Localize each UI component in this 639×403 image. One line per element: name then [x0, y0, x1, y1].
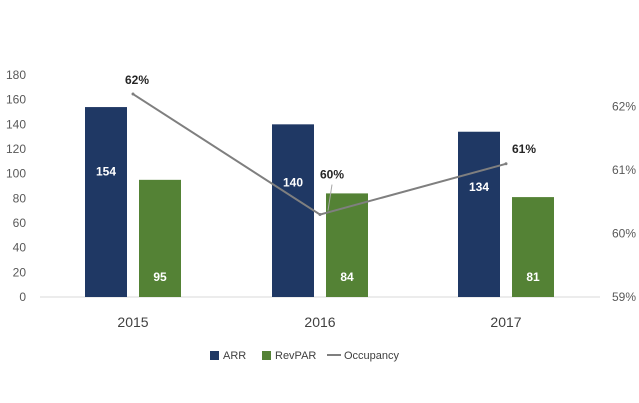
legend-label: Occupancy — [344, 350, 400, 362]
bar-value-label: 140 — [283, 175, 303, 189]
occupancy-value-label: 61% — [512, 142, 536, 156]
legend-label: RevPAR — [275, 350, 316, 362]
legend-label: ARR — [223, 350, 246, 362]
x-axis-ticks: 2015 2016 2017 — [117, 314, 521, 330]
bar-value-label: 154 — [96, 164, 116, 178]
left-tick-label: 60 — [13, 216, 27, 230]
occupancy-point — [504, 162, 508, 166]
occupancy-value-label: 60% — [320, 168, 344, 182]
occupancy-value-label: 62% — [125, 73, 149, 87]
bar-revpar-2017 — [512, 197, 554, 297]
left-tick-label: 40 — [13, 241, 27, 255]
x-tick-label: 2017 — [490, 314, 521, 330]
left-tick-label: 160 — [6, 93, 26, 107]
bars: 154 140 134 95 84 81 — [85, 107, 554, 297]
bar-arr-2015 — [85, 107, 127, 297]
right-tick-label: 59% — [612, 290, 636, 304]
left-tick-label: 120 — [6, 142, 26, 156]
occupancy-point — [318, 213, 322, 217]
bar-arr-2017 — [458, 131, 500, 297]
right-tick-label: 61% — [612, 163, 636, 177]
bar-arr-2016 — [272, 124, 314, 297]
left-axis: 0 20 40 60 80 100 120 140 160 180 — [6, 68, 26, 304]
left-tick-label: 80 — [13, 191, 27, 205]
left-tick-label: 140 — [6, 117, 26, 131]
occupancy-point — [131, 92, 135, 96]
right-tick-label: 60% — [612, 227, 636, 241]
left-tick-label: 20 — [13, 265, 27, 279]
left-tick-label: 180 — [6, 68, 26, 82]
bar-value-label: 134 — [469, 180, 489, 194]
occupancy-line-layer: 62% 60% 61% — [125, 73, 536, 217]
x-tick-label: 2015 — [117, 314, 148, 330]
right-axis: 59% 60% 61% 62% — [612, 100, 636, 304]
right-tick-label: 62% — [612, 100, 636, 114]
legend-swatch-arr — [210, 351, 219, 360]
bar-value-label: 95 — [153, 270, 167, 284]
label-leader-line — [327, 184, 333, 211]
legend-swatch-revpar — [262, 351, 271, 360]
left-tick-label: 0 — [19, 290, 26, 304]
occupancy-line — [132, 93, 507, 216]
bar-value-label: 84 — [340, 270, 354, 284]
bar-value-label: 81 — [526, 270, 540, 284]
x-tick-label: 2016 — [304, 314, 335, 330]
bar-revpar-2015 — [139, 179, 181, 297]
left-tick-label: 100 — [6, 167, 26, 181]
legend: ARR RevPAR Occupancy — [210, 350, 400, 362]
